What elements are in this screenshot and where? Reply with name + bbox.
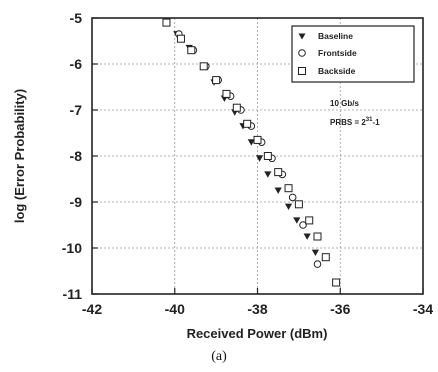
point-backside [176, 34, 185, 43]
point-backside [222, 89, 231, 98]
x-tick-label: -40 [165, 301, 185, 317]
point-baseline [247, 139, 255, 146]
y-axis-title: log (Error Probability) [12, 89, 27, 223]
point-baseline [284, 203, 293, 210]
point-baseline [311, 249, 320, 256]
point-baseline [293, 217, 301, 224]
annotation-rate: 10 Gb/s [330, 99, 359, 108]
point-backside [294, 200, 303, 209]
y-tick-label: -7 [70, 102, 83, 118]
annotation-prbs-prefix: PRBS = 2 [330, 118, 366, 127]
point-baseline [274, 187, 282, 194]
data-points [162, 18, 341, 287]
point-frontside [313, 260, 322, 268]
point-backside [187, 46, 196, 55]
y-tick-label: -8 [70, 148, 83, 164]
annotation-prbs-suffix: -1 [372, 118, 380, 127]
point-backside [332, 278, 341, 287]
annotation: 10 Gb/s PRBS = 231-1 [330, 99, 380, 127]
point-backside [263, 152, 272, 160]
x-tick-label: -38 [247, 301, 267, 317]
legend-entry-frontside: Frontside [298, 48, 357, 58]
point-frontside [288, 193, 297, 202]
y-tick-label: -6 [70, 56, 83, 72]
point-backside [274, 168, 283, 177]
x-tick-label: -34 [413, 301, 433, 317]
point-backside [212, 76, 221, 85]
point-baseline [303, 233, 311, 240]
y-tick-label: -5 [70, 10, 83, 26]
legend-box [291, 25, 415, 83]
point-baseline [255, 155, 264, 162]
legend: Baseline Frontside Backside [291, 25, 415, 83]
y-tick-label: -10 [62, 240, 82, 256]
figure-caption: (a) [211, 349, 227, 364]
point-backside [321, 253, 330, 262]
legend-marker-baseline [298, 33, 306, 40]
point-baseline [264, 171, 272, 178]
point-backside [243, 119, 252, 128]
x-tick-label: -42 [82, 301, 102, 317]
legend-entry-backside: Backside [298, 66, 356, 76]
legend-label-frontside: Frontside [318, 48, 357, 58]
legend-entry-baseline: Baseline [298, 31, 353, 41]
legend-label-baseline: Baseline [318, 31, 353, 41]
y-tick-label: -9 [70, 194, 83, 210]
x-tick-label: -36 [330, 301, 350, 317]
legend-marker-frontside [298, 49, 306, 57]
annotation-prbs: PRBS = 231-1 [330, 117, 380, 127]
annotation-prbs-exponent: 31 [366, 117, 373, 123]
point-backside [313, 232, 322, 241]
legend-label-backside: Backside [318, 66, 356, 76]
axis-ticks: -42 -40 -38 -36 -34 -5 -6 -7 -8 -9 -10 -11 [62, 10, 434, 317]
legend-marker-backside [298, 67, 306, 75]
point-backside [305, 216, 314, 225]
point-backside [199, 62, 208, 71]
point-backside [253, 135, 262, 144]
point-backside [284, 184, 293, 193]
y-tick-label: -11 [63, 286, 83, 302]
point-backside [162, 18, 171, 27]
point-backside [232, 103, 241, 112]
point-frontside [299, 221, 307, 229]
x-axis-title: Received Power (dBm) [187, 326, 328, 341]
